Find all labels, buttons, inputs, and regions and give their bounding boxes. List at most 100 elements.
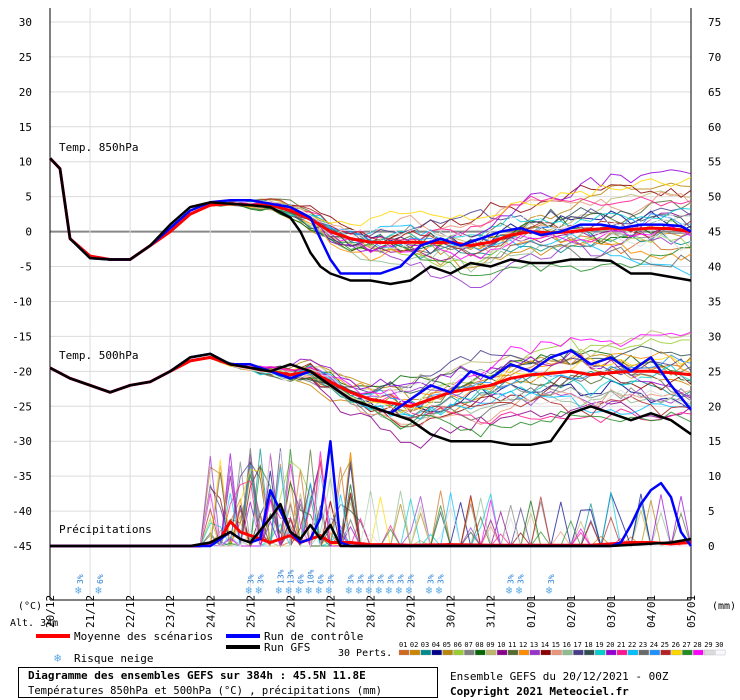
snow-risk-pct: 10%: [306, 569, 315, 584]
pert-number: 03: [421, 641, 429, 649]
pert-number: 19: [595, 641, 603, 649]
label-temp-500: Temp. 500hPa: [59, 349, 138, 362]
pert-number: 24: [650, 641, 658, 649]
date-tick-label: 27/12: [324, 595, 337, 628]
snow-risk-pct: 6%: [316, 574, 325, 584]
pert-swatch: [616, 649, 628, 656]
date-tick-label: 20/12: [44, 595, 57, 628]
snow-risk-icon: ❄: [516, 584, 523, 597]
pert-swatch: [518, 649, 530, 656]
legend-mean-label: Moyenne des scénarios: [74, 630, 213, 643]
grid-lines: [49, 8, 692, 600]
snow-risk-pct: 6%: [96, 574, 105, 584]
snow-risk-pct: 3%: [346, 574, 355, 584]
snow-risk-icon: ❄: [406, 584, 413, 597]
right-tick-label: 0: [708, 540, 715, 553]
date-tick-label: 04/01: [645, 595, 658, 628]
snow-risk-pct: 3%: [356, 574, 365, 584]
legend-gfs-label: Run GFS: [264, 641, 310, 654]
snow-risk-icon: ❄: [75, 584, 82, 597]
left-tick-label: -20: [12, 365, 32, 378]
snow-risk-pct: 3%: [407, 574, 416, 584]
right-tick-label: 70: [708, 51, 721, 64]
right-tick-label: 30: [708, 330, 721, 343]
pert-number: 05: [443, 641, 451, 649]
snow-risk-pct: 3%: [256, 574, 265, 584]
snow-risk-icon: ❄: [325, 584, 332, 597]
snow-risk-icon: ❄: [546, 584, 553, 597]
label-precipitations: Précipitations: [59, 523, 152, 536]
snow-risk-icon: ❄: [366, 584, 373, 597]
pert-number: 29: [704, 641, 712, 649]
pert-number: 09: [486, 641, 494, 649]
snow-risk-icon: ❄: [275, 584, 282, 597]
right-tick-label: 45: [708, 226, 721, 239]
right-tick-label: 35: [708, 295, 721, 308]
date-tick-label: 02/01: [565, 595, 578, 628]
snow-risk-icon: ❄: [426, 584, 433, 597]
legend-control-label: Run de contrôle: [264, 630, 363, 643]
pert-swatch: [551, 649, 562, 656]
pert-swatch: [660, 649, 671, 656]
left-tick-label: 5: [25, 191, 32, 204]
snow-risk-icon: ❄: [386, 584, 393, 597]
snow-risk-icon: ❄: [95, 584, 102, 597]
pert-number: 22: [628, 641, 636, 649]
snow-risk-icon: ❄: [255, 584, 262, 597]
pert-number: 06: [454, 641, 462, 649]
snow-risk-pct: 13%: [286, 569, 295, 584]
snow-risk-pct: 3%: [76, 574, 85, 584]
pert-number: 10: [497, 641, 505, 649]
footer-run-info: Ensemble GEFS du 20/12/2021 - 00Z: [450, 670, 669, 683]
pert-number: 23: [639, 641, 647, 649]
left-tick-label: 10: [19, 156, 32, 169]
pert-swatch: [475, 649, 486, 656]
pert-swatch: [486, 649, 497, 656]
pert-swatch: [584, 649, 595, 656]
perturbation-legend: 01 02 03 04 05 06 07 08 09 10 11 12 13 14 15 16 17 18 19 20…: [398, 641, 726, 656]
pert-swatch: [638, 649, 649, 656]
snow-risk-pct: 3%: [367, 574, 376, 584]
date-ticks: 20/12 21/12 22/12 23/12 24/12 25/12 26/12 27/12…: [44, 595, 698, 628]
right-tick-label: 25: [708, 365, 721, 378]
pert-number: 08: [475, 641, 483, 649]
label-temp-850: Temp. 850hPa: [59, 141, 138, 154]
snow-risk-pct: 3%: [246, 574, 255, 584]
pert-number: 30: [715, 641, 723, 649]
pert-swatch: [573, 649, 584, 656]
pert-number: 01: [399, 641, 407, 649]
date-tick-label: 22/12: [124, 595, 137, 628]
left-tick-label: -40: [12, 505, 32, 518]
series-gfs-pr-cipitations: [50, 502, 692, 548]
left-tick-label: -45: [12, 540, 32, 553]
date-tick-label: 31/12: [485, 595, 498, 628]
snow-risk-icon: ❄: [345, 584, 352, 597]
date-tick-label: 24/12: [204, 595, 217, 628]
pert-number: 14: [541, 641, 549, 649]
highlighted-series: [48, 157, 693, 548]
pert-number: 16: [563, 641, 571, 649]
snow-risk-icon: ❄: [355, 584, 362, 597]
footer-title: Diagramme des ensembles GEFS sur 384h : …: [28, 669, 366, 682]
date-tick-label: 05/01: [685, 595, 698, 628]
snow-risk-pct: 6%: [296, 574, 305, 584]
pert-number: 15: [552, 641, 560, 649]
pert-swatch: [649, 649, 660, 656]
footer-copyright: Copyright 2021 Meteociel.fr: [450, 685, 629, 698]
pert-swatch: [464, 649, 475, 656]
footer-box: [18, 667, 438, 698]
pert-swatch: [714, 649, 726, 656]
pert-number: 13: [530, 641, 538, 649]
pert-swatch: [529, 649, 540, 656]
snowflake-icon: ❄: [54, 651, 61, 665]
date-tick-label: 25/12: [244, 595, 257, 628]
pert-swatch: [420, 649, 431, 656]
snow-risk-icon: ❄: [245, 584, 252, 597]
right-tick-label: 10: [708, 470, 721, 483]
plot-frame: [49, 8, 692, 601]
snow-risk-icon: ❄: [436, 584, 443, 597]
pert-swatch: [453, 649, 464, 656]
right-tick-label: 75: [708, 16, 721, 29]
pert-number: 20: [606, 641, 614, 649]
